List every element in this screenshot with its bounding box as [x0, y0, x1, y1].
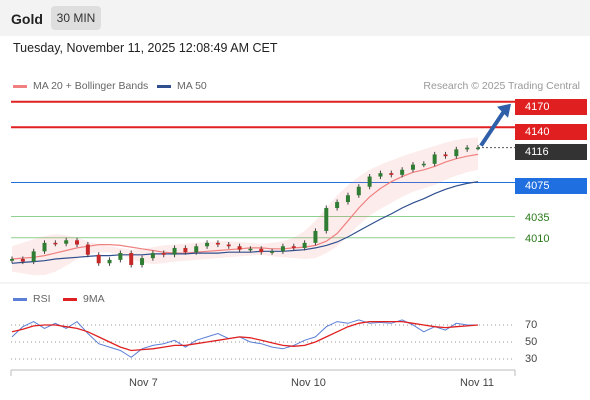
- candle-body: [150, 253, 155, 259]
- chart-datetime: Tuesday, November 11, 2025 12:08:49 AM C…: [13, 41, 278, 55]
- candle-body: [400, 169, 405, 175]
- candle-body: [85, 244, 90, 255]
- level-label-4170: 4170: [515, 99, 587, 115]
- candle-body: [291, 246, 296, 248]
- candle-body: [432, 154, 437, 164]
- candle-body: [389, 173, 394, 175]
- legend-9ma: 9MA: [63, 293, 105, 305]
- candle-body: [96, 254, 101, 264]
- legend-ma20: MA 20 + Bollinger Bands: [13, 80, 148, 92]
- candle-body: [324, 208, 329, 231]
- legend-ma50: MA 50: [157, 80, 207, 92]
- candle-body: [20, 259, 25, 262]
- candle-body: [31, 251, 36, 262]
- candle-body: [248, 248, 253, 251]
- candle-body: [75, 240, 80, 245]
- forecast-arrow-head: [497, 103, 511, 118]
- candle-body: [367, 176, 372, 187]
- rsi-9ma-line: [11, 320, 479, 352]
- candle-body: [118, 253, 123, 260]
- candle-body: [172, 247, 177, 255]
- level-label-4075: 4075: [515, 178, 587, 194]
- candle-body: [226, 244, 231, 247]
- candle-body: [10, 259, 14, 261]
- candle-body: [64, 240, 69, 244]
- candle-body: [107, 259, 112, 264]
- legend-rsi: RSI: [13, 293, 51, 305]
- candle-body: [259, 248, 264, 253]
- candle-body: [237, 246, 242, 250]
- candle-body: [443, 154, 448, 157]
- x-tick-nov7: Nov 7: [129, 377, 158, 389]
- legend-ma50-label: MA 50: [177, 80, 207, 92]
- rsi-swatch: [13, 297, 27, 301]
- candle-body: [129, 253, 134, 265]
- candle-body: [42, 242, 47, 252]
- candle-body: [161, 253, 166, 255]
- candle-body: [194, 246, 199, 253]
- candle-body: [270, 251, 275, 253]
- candle-body: [183, 247, 188, 253]
- candle-body: [356, 186, 361, 196]
- legend-9ma-label: 9MA: [83, 293, 105, 305]
- ma20-swatch: [13, 84, 27, 88]
- candle-body: [205, 242, 210, 247]
- x-tick-nov10: Nov 10: [291, 377, 326, 389]
- forecast-arrow-shaft: [479, 108, 507, 147]
- ma50-line: [11, 181, 479, 264]
- x-tick-nov11: Nov 11: [460, 377, 495, 389]
- candle-body: [454, 149, 459, 157]
- legend-ma20-label: MA 20 + Bollinger Bands: [33, 80, 149, 92]
- candle-body: [410, 164, 415, 170]
- rsi-line: [11, 319, 478, 358]
- top-bar: Gold 30 MIN: [0, 0, 590, 36]
- 9ma-swatch: [63, 297, 77, 301]
- candle-body: [476, 147, 480, 150]
- candle-body: [53, 242, 58, 245]
- rsi-tick-70: 70: [525, 319, 538, 331]
- level-label-4010: 4010: [525, 233, 550, 245]
- candle-body: [313, 230, 318, 243]
- asset-name: Gold: [11, 11, 43, 27]
- candle-body: [378, 173, 383, 177]
- level-label-4140: 4140: [515, 124, 587, 140]
- level-label-4116: 4116: [515, 144, 587, 160]
- timeframe-button[interactable]: 30 MIN: [51, 6, 101, 30]
- candle-body: [215, 242, 220, 245]
- bollinger-band-area: [12, 137, 478, 276]
- candle-body: [335, 202, 340, 208]
- ma50-swatch: [157, 84, 171, 88]
- research-credit: Research © 2025 Trading Central: [423, 80, 580, 92]
- legend-rsi-label: RSI: [33, 293, 51, 305]
- candle-body: [140, 258, 145, 265]
- rsi-tick-50: 50: [525, 336, 538, 348]
- candle-body: [465, 147, 470, 150]
- rsi-tick-30: 30: [525, 353, 538, 365]
- candle-body: [302, 242, 307, 248]
- level-label-4035: 4035: [525, 212, 550, 224]
- candle-body: [421, 163, 426, 166]
- candle-body: [345, 195, 350, 203]
- candle-body: [280, 246, 285, 252]
